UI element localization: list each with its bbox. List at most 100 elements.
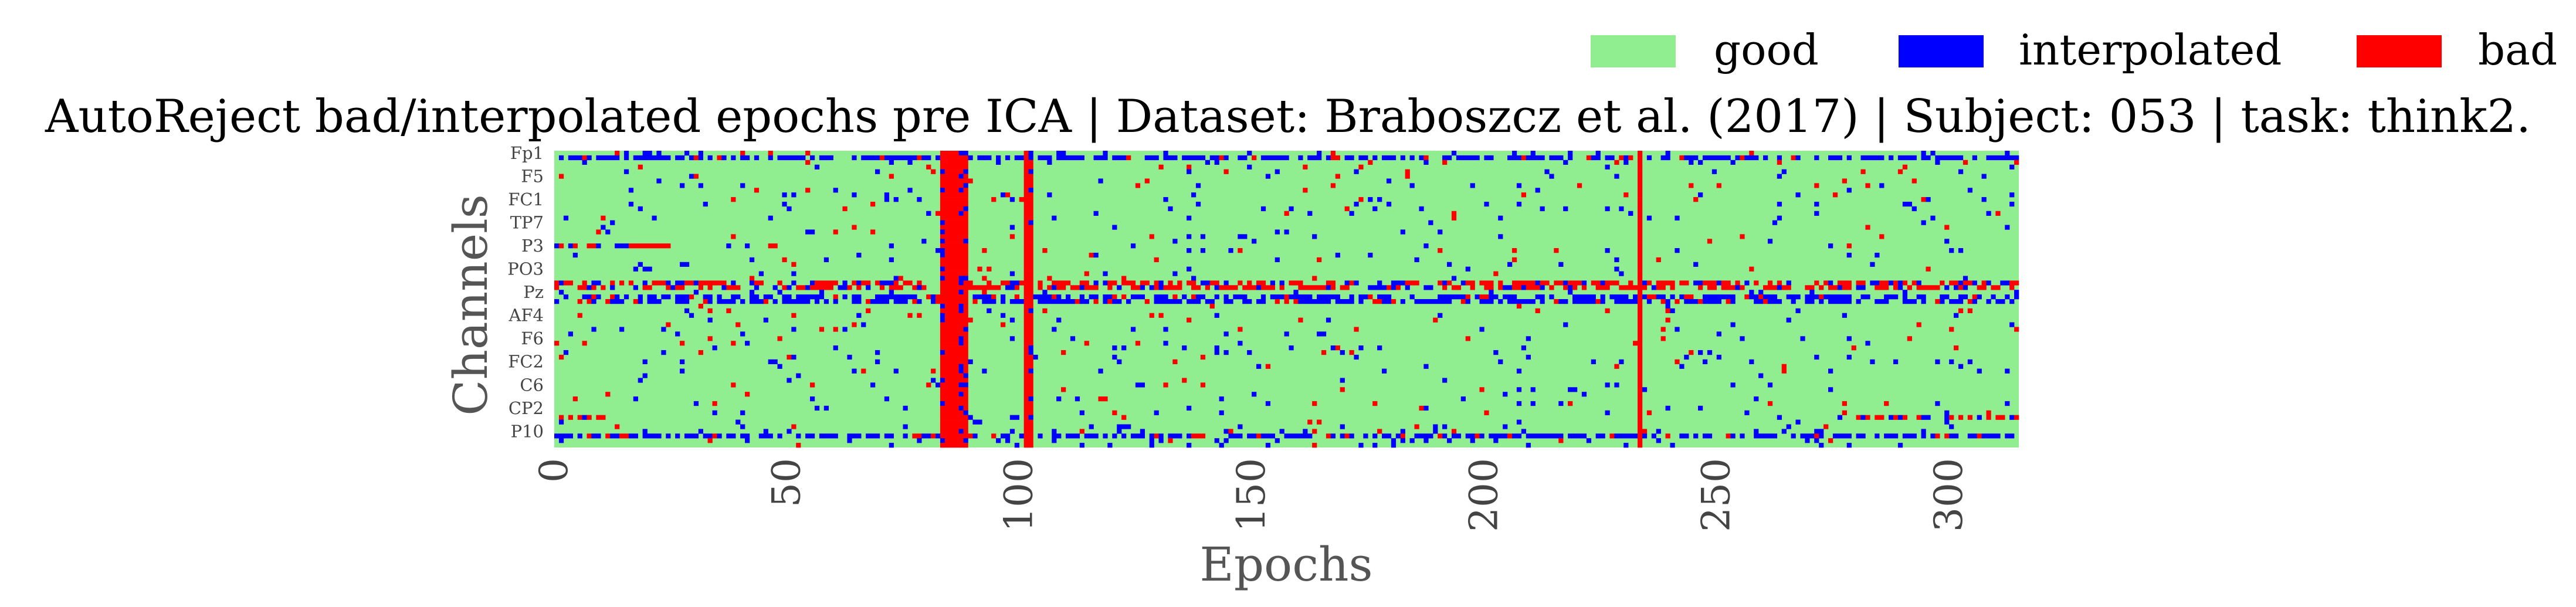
heatmap-cell (740, 299, 745, 304)
heatmap-cell (940, 266, 945, 272)
heatmap-cell (842, 280, 848, 286)
heatmap-cell (2009, 280, 2019, 286)
heatmap-cell (2014, 294, 2019, 300)
heatmap-cell (1637, 317, 1643, 323)
heatmap-cell (1814, 433, 1819, 439)
heatmap-cell (1930, 215, 1936, 221)
heatmap-cell (940, 192, 968, 198)
heatmap-cell (940, 220, 945, 225)
heatmap-cell (1777, 285, 1782, 290)
heatmap-cell (1535, 280, 1540, 286)
heatmap-cell (1223, 429, 1229, 434)
heatmap-cell (940, 424, 968, 429)
heatmap-cell (1135, 341, 1141, 346)
heatmap-cell (591, 327, 596, 332)
heatmap-cell (1633, 294, 1638, 300)
heatmap-cell (1926, 197, 1931, 202)
heatmap-cell (749, 276, 755, 281)
heatmap-cell (1902, 433, 1917, 439)
heatmap-cell (1238, 341, 1243, 346)
heatmap-cell (912, 299, 917, 304)
heatmap-cell (1377, 345, 1382, 351)
heatmap-cell (940, 419, 968, 425)
heatmap-cell (2005, 225, 2010, 230)
heatmap-cell (1335, 345, 1340, 351)
heatmap-cell (1646, 410, 1652, 415)
heatmap-cell (1949, 433, 1959, 439)
heatmap-cell (1549, 294, 1554, 300)
heatmap-cell (1526, 443, 1531, 448)
heatmap-cell (1187, 164, 1192, 169)
heatmap-cell (805, 433, 815, 439)
heatmap-cell (884, 197, 890, 202)
heatmap-cell (1911, 206, 1917, 212)
heatmap-cell (796, 285, 806, 290)
heatmap-cell (1260, 155, 1289, 161)
heatmap-cell (1154, 294, 1168, 300)
heatmap-cell (1958, 248, 1964, 253)
heatmap-cell (1093, 211, 1099, 216)
heatmap-cell (940, 252, 945, 258)
heatmap-cell (563, 215, 569, 221)
heatmap-cell (675, 155, 685, 161)
heatmap-cell (1646, 294, 1656, 300)
heatmap-cell (596, 155, 620, 161)
heatmap-cell (1023, 299, 1033, 304)
heatmap-cell (1944, 285, 1950, 290)
heatmap-cell (884, 433, 894, 439)
heatmap-cell (1000, 280, 1011, 286)
heatmap-cell (1275, 438, 1280, 443)
heatmap-cell (1814, 429, 1824, 434)
heatmap-cell (591, 433, 601, 439)
heatmap-cell (1214, 350, 1219, 355)
heatmap-cell (1949, 299, 1964, 304)
heatmap-cell (1656, 257, 1661, 263)
heatmap-cell (791, 354, 796, 360)
heatmap-cell (1107, 285, 1113, 290)
heatmap-cell (889, 285, 903, 290)
heatmap-cells (554, 151, 2019, 448)
y-tick-label: F6 (521, 328, 544, 348)
heatmap-cell (1238, 424, 1243, 429)
heatmap-cell (1819, 285, 1824, 290)
heatmap-cell (1962, 280, 1973, 286)
heatmap-cell (591, 280, 601, 286)
heatmap-cell (1823, 294, 1852, 300)
heatmap-cell (940, 239, 945, 244)
heatmap-cell (782, 257, 787, 263)
heatmap-cell (1954, 313, 1959, 318)
heatmap-cell (1842, 313, 1847, 318)
heatmap-cell (1377, 294, 1392, 300)
heatmap-cell (879, 155, 885, 161)
heatmap-cell (1023, 215, 1033, 221)
heatmap-cell (1172, 271, 1178, 276)
heatmap-cell (1637, 160, 1643, 165)
heatmap-cell (735, 322, 741, 327)
heatmap-cell (1112, 433, 1117, 439)
heatmap-cell (1023, 424, 1033, 429)
heatmap-cell (940, 285, 1001, 290)
heatmap-cell (1238, 280, 1243, 286)
heatmap-cell (693, 401, 699, 406)
heatmap-cell (1130, 294, 1145, 300)
heatmap-cell (1405, 285, 1410, 290)
heatmap-cell (1609, 294, 1629, 300)
heatmap-cell (1554, 248, 1559, 253)
heatmap-cell (712, 401, 717, 406)
heatmap-cell (610, 220, 615, 225)
heatmap-cell (1605, 382, 1610, 388)
heatmap-cell (717, 299, 736, 304)
heatmap-cell (689, 174, 694, 179)
heatmap-cell (944, 303, 959, 309)
heatmap-cell (1451, 285, 1462, 290)
heatmap-cell (628, 201, 634, 207)
heatmap-cell (1781, 364, 1787, 369)
heatmap-cell (638, 206, 643, 212)
heatmap-cell (917, 155, 922, 161)
heatmap-cell (917, 313, 922, 318)
heatmap-cell (1409, 438, 1415, 443)
heatmap-cell (1233, 294, 1248, 300)
heatmap-cell (958, 368, 964, 374)
heatmap-cell (1791, 299, 1796, 304)
heatmap-cell (940, 188, 945, 193)
